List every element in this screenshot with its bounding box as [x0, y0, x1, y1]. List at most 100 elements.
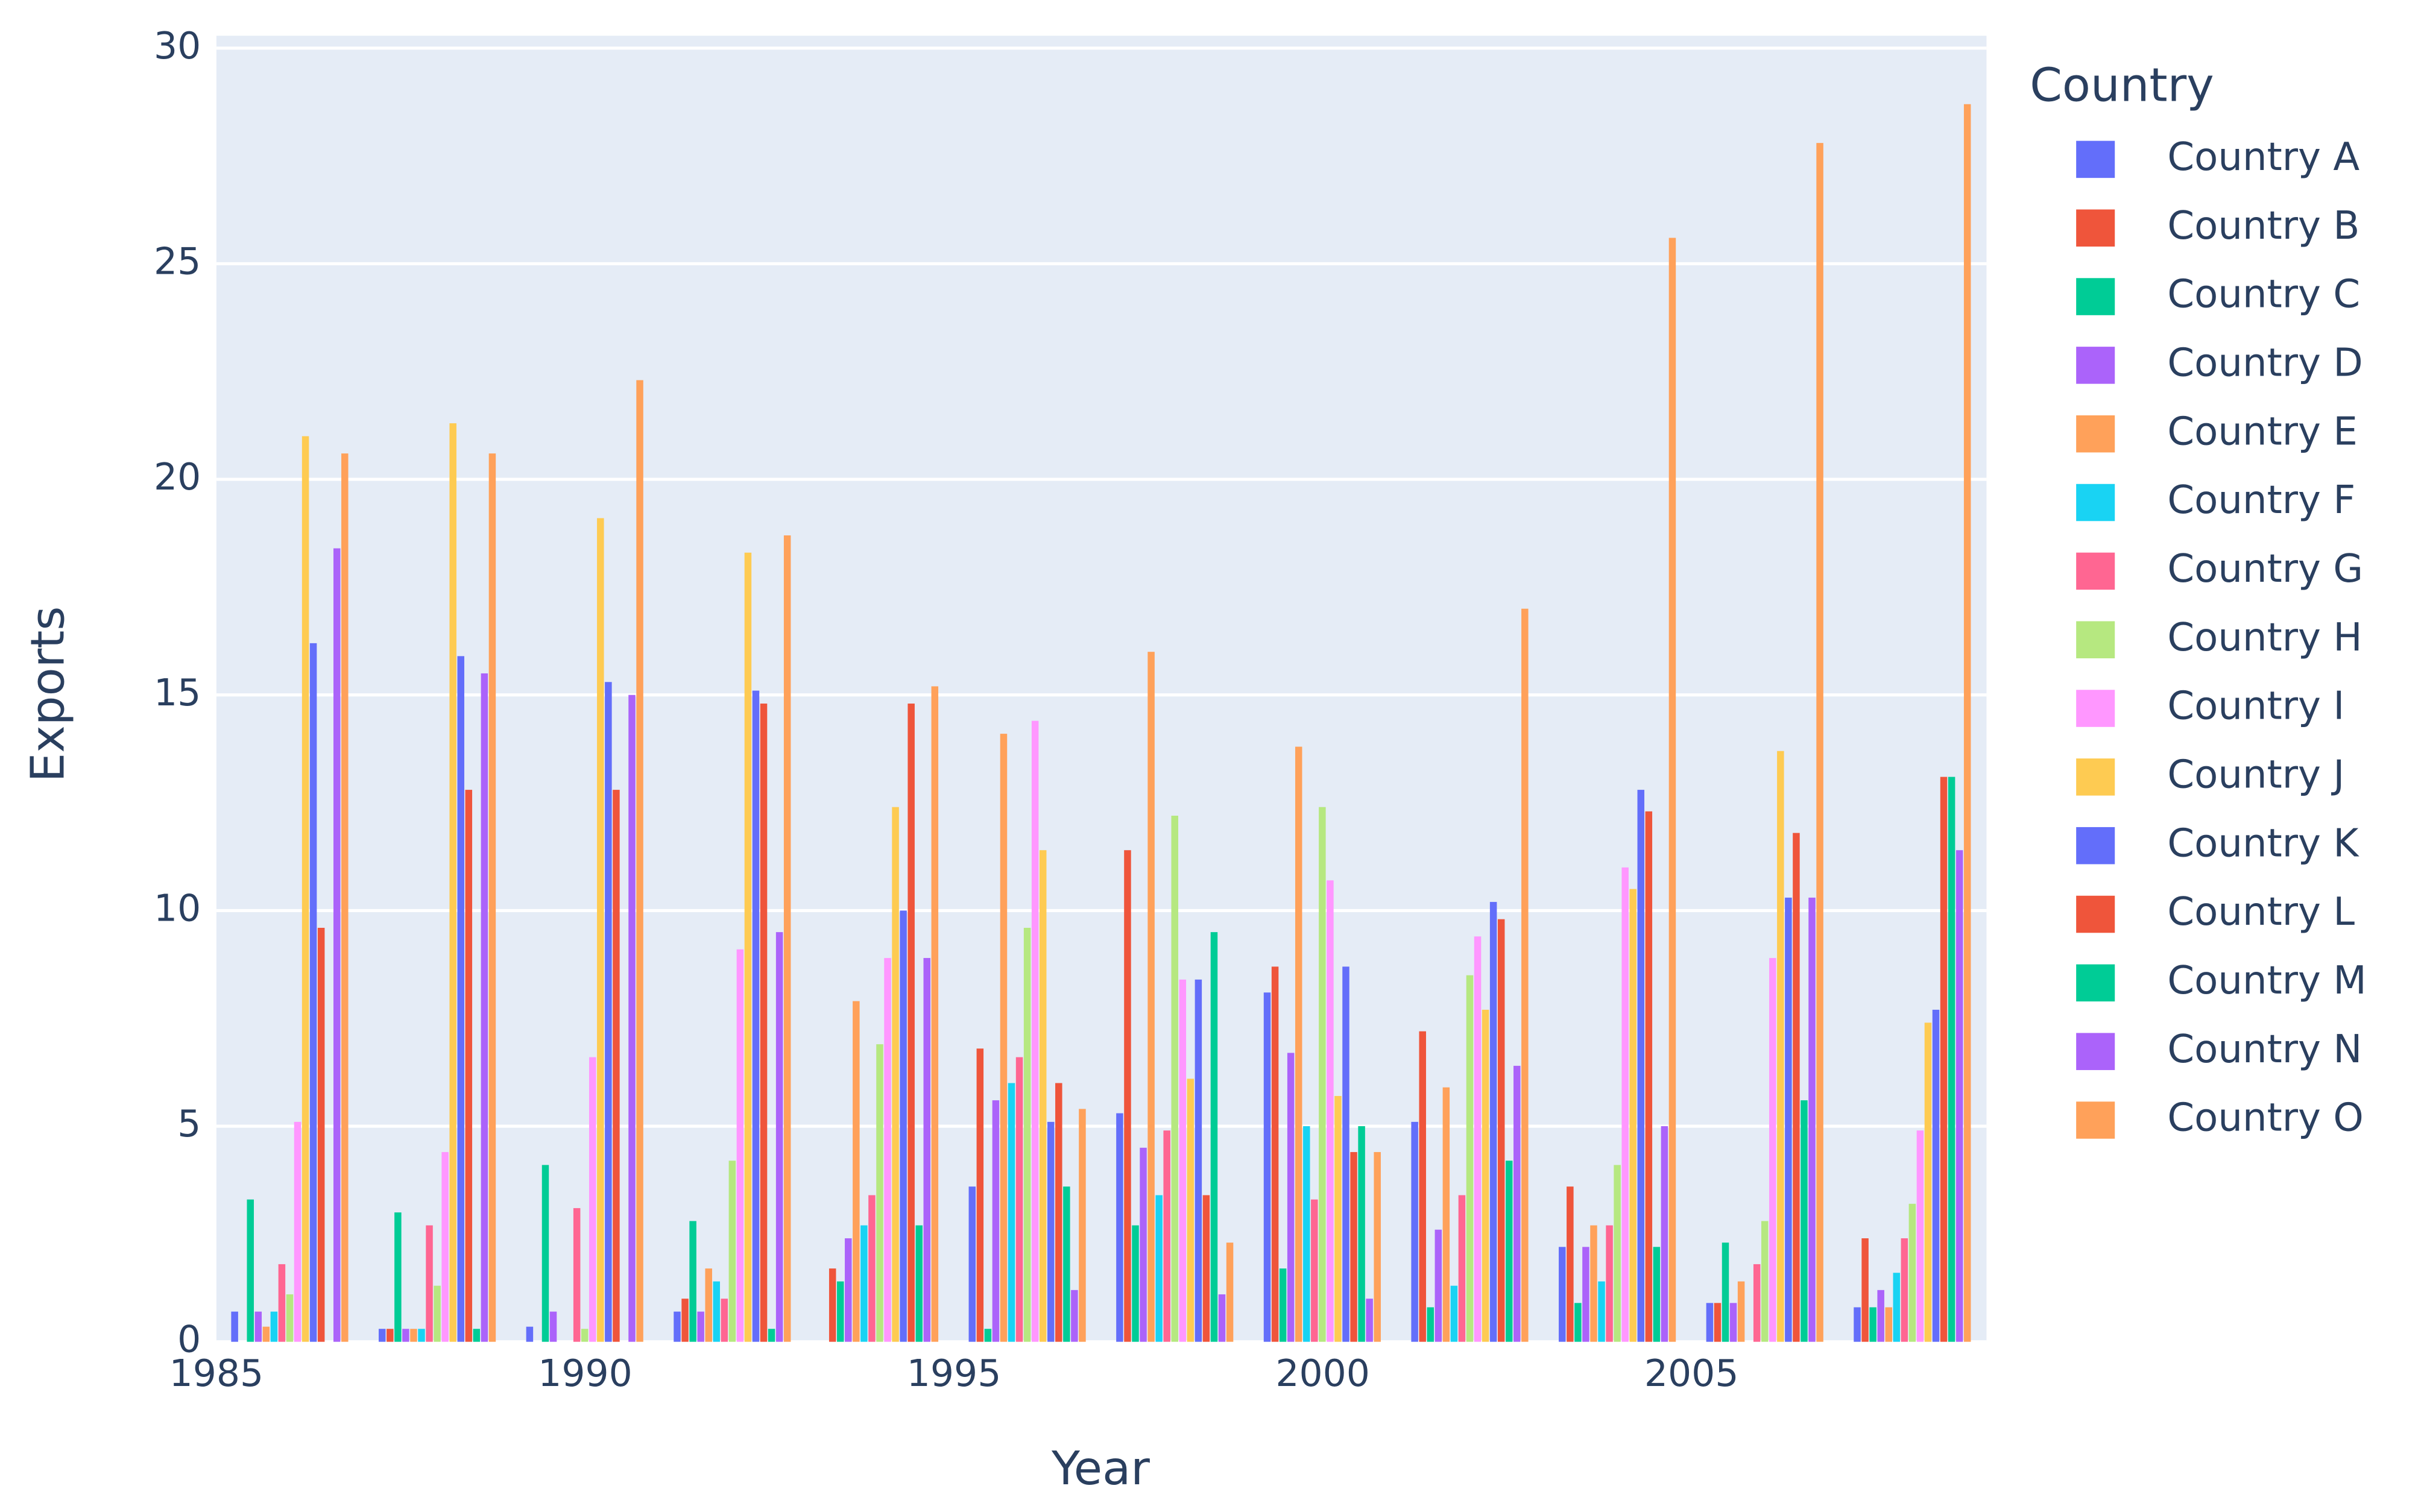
bar	[1031, 720, 1039, 1342]
bar	[1614, 1165, 1621, 1342]
plot-area	[216, 36, 1987, 1342]
legend-swatch[interactable]	[2076, 827, 2115, 865]
bar	[605, 682, 612, 1342]
bar	[1163, 1130, 1170, 1342]
bar	[1582, 1247, 1589, 1342]
y-tick-label: 30	[154, 24, 201, 68]
bar	[309, 643, 317, 1342]
bar	[1482, 1009, 1489, 1342]
bar	[1155, 1195, 1163, 1342]
legend-label[interactable]: Country F	[2167, 478, 2355, 523]
bar	[1653, 1247, 1661, 1342]
bar	[1132, 1225, 1139, 1342]
bar	[1955, 850, 1963, 1342]
bar	[247, 1199, 254, 1342]
x-axis-title: Year	[1051, 1442, 1150, 1496]
bar	[1574, 1303, 1582, 1342]
bar	[581, 1329, 589, 1342]
bar	[1063, 1186, 1070, 1342]
bar	[884, 958, 891, 1342]
legend: Country A Country B Country C Country D Coun…	[2076, 135, 2367, 1141]
legend-title: Country	[2030, 58, 2214, 112]
legend-swatch[interactable]	[2076, 278, 2115, 315]
bar	[1598, 1281, 1605, 1342]
bar	[900, 910, 907, 1342]
bar	[1047, 1121, 1055, 1342]
bar	[402, 1329, 409, 1342]
bar	[317, 927, 325, 1342]
legend-swatch[interactable]	[2076, 209, 2115, 247]
bar	[1000, 734, 1008, 1342]
legend-label[interactable]: Country N	[2167, 1027, 2362, 1072]
legend-label[interactable]: Country B	[2167, 204, 2359, 248]
legend-swatch[interactable]	[2076, 484, 2115, 521]
legend-swatch[interactable]	[2076, 758, 2115, 796]
bar	[589, 1057, 596, 1342]
legend-label[interactable]: Country E	[2167, 409, 2357, 454]
legend-label[interactable]: Country C	[2167, 272, 2360, 317]
bar	[1263, 992, 1271, 1342]
legend-swatch[interactable]	[2076, 140, 2115, 178]
legend-swatch[interactable]	[2076, 690, 2115, 727]
bar	[1124, 850, 1131, 1342]
legend-label[interactable]: Country L	[2167, 890, 2355, 934]
bar	[1179, 979, 1187, 1342]
legend-swatch[interactable]	[2076, 347, 2115, 384]
legend-label[interactable]: Country M	[2167, 959, 2366, 1003]
y-tick-label: 25	[154, 240, 201, 283]
legend-label[interactable]: Country K	[2167, 821, 2359, 866]
bar	[1055, 1083, 1062, 1342]
legend-label[interactable]: Country O	[2167, 1096, 2363, 1141]
legend-swatch[interactable]	[2076, 552, 2115, 590]
bar	[860, 1225, 868, 1342]
bar	[976, 1048, 984, 1342]
bar	[613, 790, 620, 1342]
bar	[1637, 790, 1645, 1342]
legend-swatch[interactable]	[2076, 895, 2115, 933]
y-tick-label: 15	[154, 671, 201, 714]
y-axis-title: Exports	[22, 606, 75, 783]
bar	[984, 1329, 992, 1342]
legend-label[interactable]: Country I	[2167, 684, 2344, 729]
bar	[681, 1299, 689, 1342]
bar	[1753, 1264, 1761, 1342]
legend-swatch[interactable]	[2076, 964, 2115, 1002]
legend-swatch[interactable]	[2076, 415, 2115, 453]
bar	[1661, 1126, 1668, 1342]
bar	[426, 1225, 433, 1342]
bar	[1350, 1151, 1357, 1342]
legend-label[interactable]: Country J	[2167, 752, 2344, 797]
bar	[1187, 1079, 1195, 1342]
legend-label[interactable]: Country G	[2167, 547, 2363, 591]
bar	[1116, 1113, 1123, 1342]
bar	[1411, 1121, 1418, 1342]
bar	[1279, 1268, 1287, 1342]
legend-swatch[interactable]	[2076, 1033, 2115, 1070]
bar	[1202, 1195, 1210, 1342]
legend-label[interactable]: Country H	[2167, 616, 2362, 660]
bar	[549, 1311, 557, 1342]
bar	[915, 1225, 923, 1342]
bar	[931, 686, 939, 1342]
bar	[597, 518, 604, 1342]
legend-label[interactable]: Country D	[2167, 341, 2362, 385]
bar	[1785, 897, 1792, 1342]
bar	[1366, 1299, 1373, 1342]
bar	[457, 656, 464, 1342]
bar	[1761, 1221, 1769, 1342]
x-tick-label: 1990	[538, 1352, 633, 1395]
bar	[1489, 902, 1497, 1342]
bar	[697, 1311, 704, 1342]
legend-label[interactable]: Country A	[2167, 135, 2359, 180]
bar	[674, 1311, 681, 1342]
bar	[1295, 746, 1302, 1342]
bar	[760, 704, 768, 1342]
bar	[254, 1311, 262, 1342]
bar	[1948, 776, 1955, 1342]
legend-swatch[interactable]	[2076, 621, 2115, 658]
bar	[736, 949, 744, 1342]
legend-swatch[interactable]	[2076, 1101, 2115, 1139]
bar	[1963, 104, 1971, 1342]
bar	[728, 1161, 736, 1342]
